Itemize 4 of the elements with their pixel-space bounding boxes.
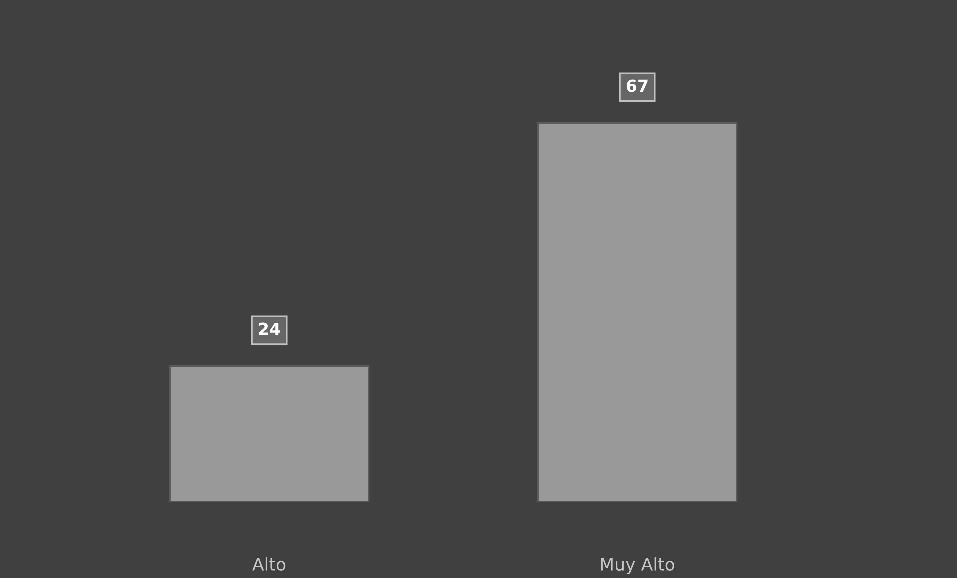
data-label: 24: [259, 322, 280, 336]
x-tick-label: Alto: [252, 558, 286, 571]
data-label: 67: [626, 80, 648, 92]
x-tick-label: Muy Alto: [601, 558, 675, 574]
